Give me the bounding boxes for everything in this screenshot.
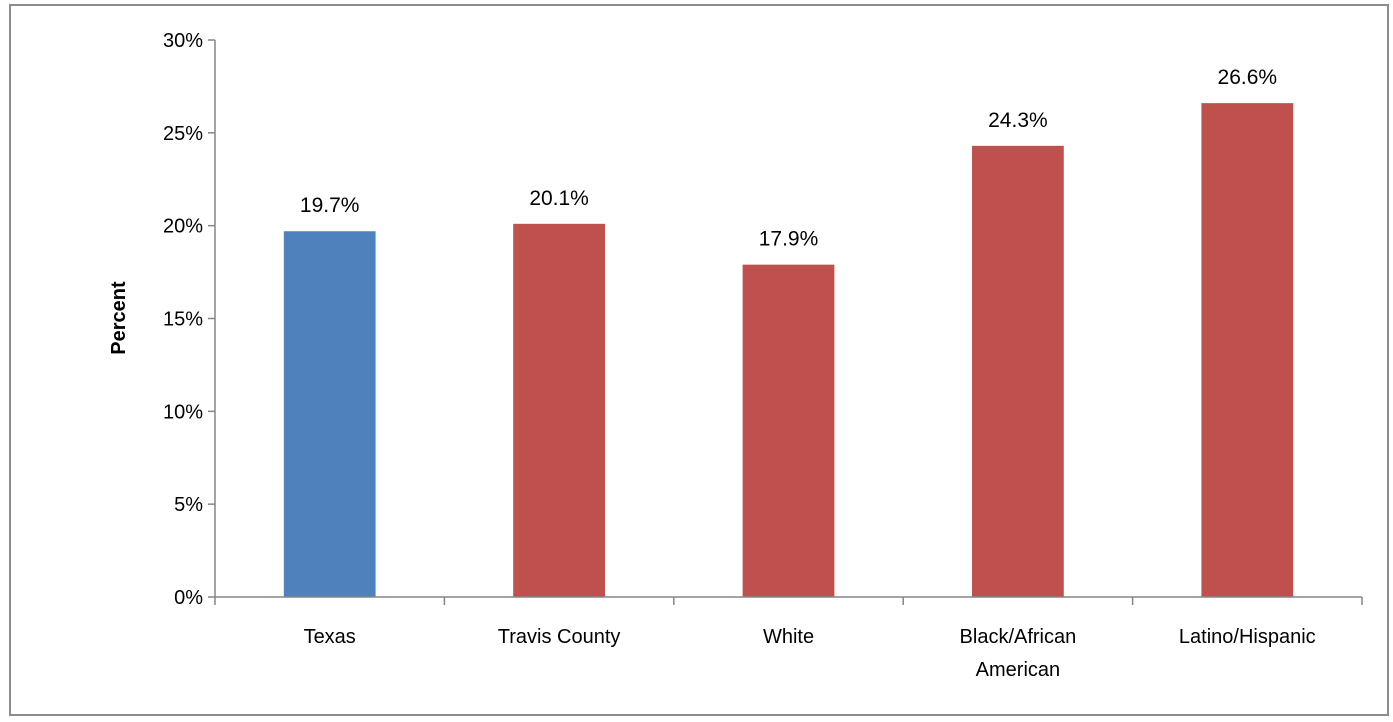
y-tick-label: 5% [174, 494, 203, 516]
x-category-label: Latino/Hispanic [1179, 626, 1316, 648]
y-tick-label: 30% [163, 30, 203, 52]
data-label: 20.1% [529, 187, 589, 210]
data-label: 26.6% [1218, 66, 1278, 89]
bars-group [283, 103, 1294, 598]
x-axis-group: Texas Travis County White Black/African Amer… [214, 596, 1363, 681]
y-tick-label: 25% [163, 123, 203, 145]
x-category-label: Travis County [498, 626, 621, 648]
y-tick-label: 20% [163, 216, 203, 238]
bar [283, 231, 376, 597]
x-category-label: American [976, 659, 1060, 681]
y-tick-label: 15% [163, 309, 203, 331]
data-label: 19.7% [300, 194, 360, 217]
x-category-label: White [763, 626, 814, 648]
data-label: 17.9% [759, 228, 819, 251]
x-category-label: Texas [304, 626, 356, 648]
bar [513, 223, 605, 597]
bar [972, 145, 1064, 597]
y-axis-ticks: 0% 5% 10% 15% 20% 25% 30% [163, 30, 216, 609]
y-axis-title: Percent [108, 281, 130, 355]
bar [1201, 103, 1294, 598]
data-label: 24.3% [988, 109, 1048, 132]
data-labels-group: 19.7% 20.1% 17.9% 24.3% 26.6% [300, 66, 1277, 251]
x-category-label: Black/African [960, 626, 1077, 648]
bar [742, 264, 835, 597]
y-tick-label: 10% [163, 401, 203, 423]
y-tick-label: 0% [174, 587, 203, 609]
